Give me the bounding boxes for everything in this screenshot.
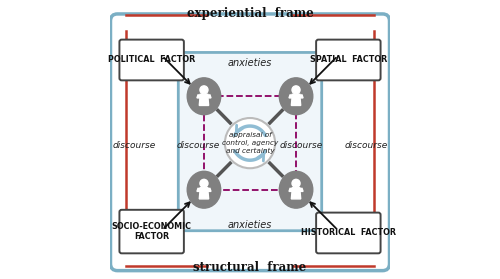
FancyBboxPatch shape — [110, 14, 390, 271]
Text: HISTORICAL  FACTOR: HISTORICAL FACTOR — [301, 229, 396, 237]
Circle shape — [292, 86, 300, 94]
Polygon shape — [197, 95, 211, 98]
Text: experiential  frame: experiential frame — [186, 7, 314, 20]
Text: discourse: discourse — [112, 141, 156, 150]
Text: anxieties: anxieties — [228, 58, 272, 68]
Ellipse shape — [187, 171, 220, 208]
Polygon shape — [197, 188, 211, 191]
FancyBboxPatch shape — [120, 40, 184, 80]
Text: discourse: discourse — [280, 141, 323, 150]
Polygon shape — [292, 94, 300, 105]
Text: appraisal of
control, agency
and certainty: appraisal of control, agency and certain… — [222, 132, 278, 154]
Text: discourse: discourse — [344, 141, 388, 150]
Ellipse shape — [187, 78, 220, 115]
Circle shape — [292, 179, 300, 187]
FancyBboxPatch shape — [316, 40, 380, 80]
FancyBboxPatch shape — [316, 213, 380, 253]
Text: POLITICAL  FACTOR: POLITICAL FACTOR — [108, 56, 196, 64]
Polygon shape — [289, 188, 303, 191]
FancyBboxPatch shape — [120, 210, 184, 253]
FancyBboxPatch shape — [178, 52, 322, 231]
Circle shape — [200, 86, 208, 94]
Text: discourse: discourse — [177, 141, 220, 150]
Polygon shape — [200, 188, 208, 199]
Text: anxieties: anxieties — [228, 220, 272, 230]
Circle shape — [225, 118, 275, 168]
Polygon shape — [200, 94, 208, 105]
Ellipse shape — [280, 78, 313, 115]
Polygon shape — [289, 95, 303, 98]
Ellipse shape — [280, 171, 313, 208]
Polygon shape — [292, 188, 300, 199]
Text: SOCIO-ECONOMIC
FACTOR: SOCIO-ECONOMIC FACTOR — [112, 222, 192, 241]
Text: SPATIAL  FACTOR: SPATIAL FACTOR — [310, 56, 387, 64]
Text: structural  frame: structural frame — [194, 261, 306, 274]
Bar — [204, 96, 296, 190]
Circle shape — [200, 179, 208, 187]
